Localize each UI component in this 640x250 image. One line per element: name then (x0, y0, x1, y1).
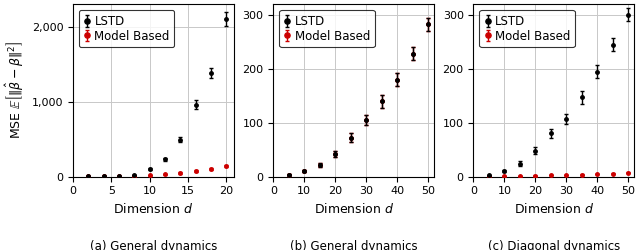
Legend: LSTD, Model Based: LSTD, Model Based (79, 10, 175, 47)
X-axis label: Dimension $d$: Dimension $d$ (314, 202, 394, 216)
X-axis label: Dimension $d$: Dimension $d$ (113, 202, 194, 216)
Text: (c) Diagonal dynamics
Linear rewards: (c) Diagonal dynamics Linear rewards (488, 240, 620, 250)
Y-axis label: MSE $\mathbb{E}\left[\|\hat{\beta} - \beta\|^2\right]$: MSE $\mathbb{E}\left[\|\hat{\beta} - \be… (4, 41, 26, 140)
Text: (b) General dynamics
Linear rewards: (b) General dynamics Linear rewards (290, 240, 418, 250)
Legend: LSTD, Model Based: LSTD, Model Based (479, 10, 575, 47)
Legend: LSTD, Model Based: LSTD, Model Based (279, 10, 374, 47)
Text: (a) General dynamics
Quadratic rewards: (a) General dynamics Quadratic rewards (90, 240, 218, 250)
X-axis label: Dimension $d$: Dimension $d$ (514, 202, 594, 216)
